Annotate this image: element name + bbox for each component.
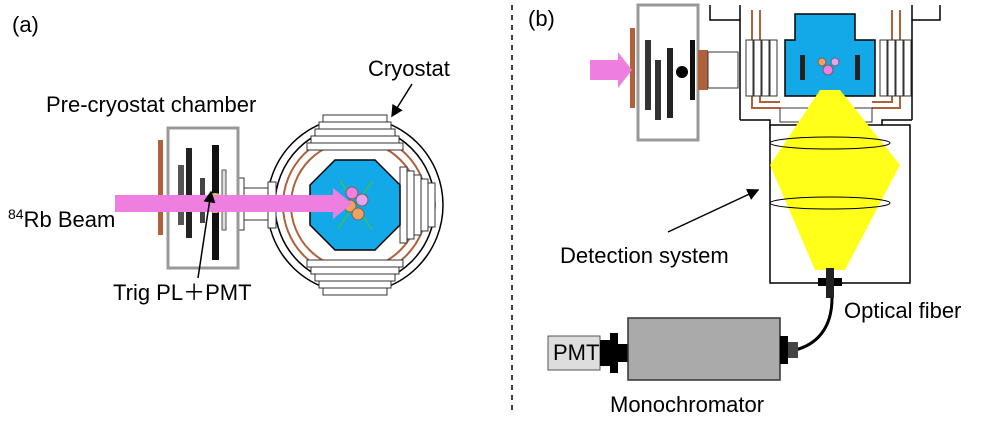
- chamber-label: Pre-cryostat chamber: [46, 92, 256, 117]
- fin: [427, 182, 436, 228]
- beam-label: 84Rb Beam: [8, 206, 115, 232]
- fin: [745, 39, 754, 97]
- cryostat-b: [709, 5, 941, 130]
- panel-label: (b): [528, 6, 555, 31]
- fin: [879, 39, 888, 97]
- fin: [769, 39, 778, 97]
- fin: [310, 266, 400, 275]
- monochromator-label: Monochromator: [610, 392, 764, 417]
- fin: [322, 114, 388, 123]
- beam-text: Rb Beam: [24, 207, 116, 232]
- fin: [314, 273, 396, 282]
- fin: [310, 135, 400, 144]
- fin: [306, 142, 404, 151]
- fiber-label: Optical fiber: [844, 298, 961, 323]
- cryostat-drawing: [266, 114, 444, 296]
- fin: [903, 39, 912, 97]
- fin: [895, 39, 904, 97]
- cryostat-label: Cryostat: [368, 56, 450, 81]
- fin: [314, 128, 396, 137]
- detection-label: Detection system: [560, 243, 729, 268]
- panel-label: (a): [12, 12, 39, 37]
- fin: [420, 178, 429, 232]
- fin: [306, 259, 404, 268]
- fin: [318, 280, 392, 289]
- isotope: 84: [8, 206, 24, 222]
- trigger-label: Trig PL＋PMT: [113, 280, 252, 305]
- pre-chamber-b: [590, 3, 739, 142]
- fin: [318, 121, 392, 130]
- beam-arrow: [115, 188, 352, 219]
- fin: [413, 174, 422, 236]
- fin: [399, 166, 408, 244]
- fin: [761, 39, 770, 97]
- fin: [322, 287, 388, 296]
- fin: [753, 39, 762, 97]
- fin: [887, 39, 896, 97]
- fin: [406, 170, 415, 240]
- pmt-label: PMT: [553, 340, 599, 365]
- detection-box: [769, 90, 911, 352]
- monochromator: [547, 317, 798, 381]
